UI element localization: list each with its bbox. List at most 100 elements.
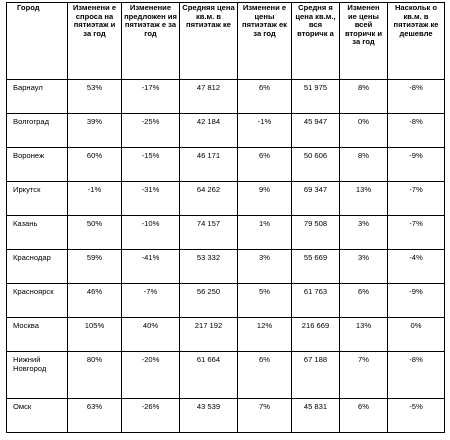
demand-change-cell: 50% [67,215,122,250]
demand-change-cell: 105% [67,317,122,352]
avg-price-cell: 64 262 [179,181,238,216]
supply-change-cell: 40% [121,317,180,352]
price-change-cell: 1% [237,215,292,250]
header-city: Город [6,2,68,80]
avg-price-secondary-cell: 61 763 [291,283,340,318]
supply-change-cell: -20% [121,351,180,399]
supply-change-cell: -31% [121,181,180,216]
header-avg-price-secondary: Средня я цена кв.м., вся вторичк а [291,2,340,80]
demand-change-cell: 46% [67,283,122,318]
avg-price-secondary-cell: 45 831 [291,398,340,433]
header-demand-change: Изменени е спроса на пятиэтаж и за год [67,2,122,80]
price-change-secondary-cell: 6% [339,283,388,318]
city-cell: Москва [6,317,68,352]
table-row: Волгоград 39% -25% 42 184 -1% 45 947 0% -8% [6,113,445,148]
avg-price-cell: 43 539 [179,398,238,433]
demand-change-cell: 39% [67,113,122,148]
cheaper-by-cell: -8% [387,79,445,114]
demand-change-cell: -1% [67,181,122,216]
supply-change-cell: -17% [121,79,180,114]
supply-change-cell: -15% [121,147,180,182]
price-change-cell: 6% [237,79,292,114]
city-cell: Краснодар [6,249,68,284]
cheaper-by-cell: -4% [387,249,445,284]
avg-price-secondary-cell: 216 669 [291,317,340,352]
supply-change-cell: -7% [121,283,180,318]
data-table-container: Город Изменени е спроса на пятиэтаж и за… [6,2,445,433]
avg-price-secondary-cell: 51 975 [291,79,340,114]
demand-change-cell: 80% [67,351,122,399]
price-change-secondary-cell: 13% [339,317,388,352]
price-change-secondary-cell: 8% [339,79,388,114]
supply-change-cell: -25% [121,113,180,148]
avg-price-cell: 74 157 [179,215,238,250]
avg-price-secondary-cell: 45 947 [291,113,340,148]
price-change-cell: 9% [237,181,292,216]
cheaper-by-cell: -8% [387,351,445,399]
table-row: Барнаул 53% -17% 47 812 6% 51 975 8% -8% [6,79,445,114]
city-cell: Воронеж [6,147,68,182]
cheaper-by-cell: -7% [387,215,445,250]
cheaper-by-cell: -5% [387,398,445,433]
city-cell: Казань [6,215,68,250]
price-change-secondary-cell: 6% [339,398,388,433]
cheaper-by-cell: -9% [387,283,445,318]
header-avg-price: Средняя цена кв.м. в пятиэтаж ке [179,2,238,80]
cheaper-by-cell: 0% [387,317,445,352]
demand-change-cell: 63% [67,398,122,433]
city-cell: Волгоград [6,113,68,148]
supply-change-cell: -41% [121,249,180,284]
avg-price-secondary-cell: 55 669 [291,249,340,284]
price-change-cell: 3% [237,249,292,284]
price-change-secondary-cell: 0% [339,113,388,148]
header-price-change: Изменени е цены пятиэтаж ек за год [237,2,292,80]
table-row: Воронеж 60% -15% 46 171 6% 50 606 8% -9% [6,147,445,182]
price-change-secondary-cell: 13% [339,181,388,216]
price-change-cell: 6% [237,147,292,182]
price-change-secondary-cell: 8% [339,147,388,182]
price-change-secondary-cell: 7% [339,351,388,399]
price-change-cell: 6% [237,351,292,399]
demand-change-cell: 60% [67,147,122,182]
avg-price-cell: 217 192 [179,317,238,352]
price-change-cell: -1% [237,113,292,148]
header-cheaper-by: Наскольк о кв.м. в пятиэтаж ке дешевле [387,2,445,80]
cheaper-by-cell: -7% [387,181,445,216]
table-row: Москва 105% 40% 217 192 12% 216 669 13% 0% [6,317,445,352]
avg-price-cell: 61 664 [179,351,238,399]
price-change-cell: 5% [237,283,292,318]
avg-price-secondary-cell: 79 508 [291,215,340,250]
price-change-secondary-cell: 3% [339,249,388,284]
table-row: Нижний Новгород 80% -20% 61 664 6% 67 188 7% -8… [6,351,445,399]
city-cell: Иркутск [6,181,68,216]
cheaper-by-cell: -9% [387,147,445,182]
avg-price-secondary-cell: 67 188 [291,351,340,399]
table-row: Казань 50% -10% 74 157 1% 79 508 3% -7% [6,215,445,250]
price-change-cell: 7% [237,398,292,433]
city-price-table: Город Изменени е спроса на пятиэтаж и за… [6,2,445,433]
header-row: Город Изменени е спроса на пятиэтаж и за… [6,2,445,80]
table-row: Краснодар 59% -41% 53 332 3% 55 669 3% -4% [6,249,445,284]
city-cell: Нижний Новгород [6,351,68,399]
supply-change-cell: -10% [121,215,180,250]
table-row: Красноярск 46% -7% 56 250 5% 61 763 6% -9% [6,283,445,318]
avg-price-cell: 47 812 [179,79,238,114]
avg-price-cell: 53 332 [179,249,238,284]
avg-price-secondary-cell: 50 606 [291,147,340,182]
price-change-secondary-cell: 3% [339,215,388,250]
demand-change-cell: 53% [67,79,122,114]
header-supply-change: Изменение предложен ия пятиэтаж е за год [121,2,180,80]
avg-price-secondary-cell: 69 347 [291,181,340,216]
city-cell: Омск [6,398,68,433]
demand-change-cell: 59% [67,249,122,284]
price-change-cell: 12% [237,317,292,352]
city-cell: Барнаул [6,79,68,114]
cheaper-by-cell: -8% [387,113,445,148]
city-cell: Красноярск [6,283,68,318]
supply-change-cell: -26% [121,398,180,433]
header-price-change-secondary: Изменен ие цены всей вторичк и за год [339,2,388,80]
avg-price-cell: 56 250 [179,283,238,318]
avg-price-cell: 46 171 [179,147,238,182]
table-row: Омск 63% -26% 43 539 7% 45 831 6% -5% [6,398,445,433]
table-row: Иркутск -1% -31% 64 262 9% 69 347 13% -7% [6,181,445,216]
